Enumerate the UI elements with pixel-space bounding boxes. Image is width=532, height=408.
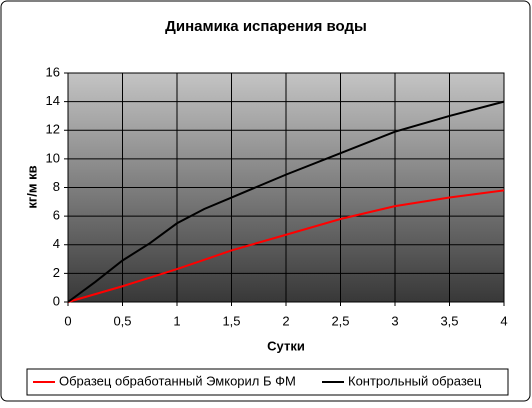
legend-label: Контрольный образец	[348, 373, 482, 388]
legend	[26, 368, 509, 396]
x-tick-label: 3	[391, 313, 398, 328]
y-tick-label: 0	[53, 293, 60, 308]
y-tick-label: 14	[46, 93, 60, 108]
y-tick-label: 10	[46, 150, 60, 165]
y-tick-label: 16	[46, 64, 60, 79]
y-tick-label: 2	[53, 265, 60, 280]
x-axis-label: Сутки	[267, 338, 305, 353]
chart-title: Динамика испарения воды	[165, 18, 367, 35]
x-tick-label: 0	[64, 313, 71, 328]
legend-label: Образец обработанный Эмкорил Б ФМ	[59, 373, 296, 388]
x-tick-label: 3,5	[440, 313, 458, 328]
x-tick-label: 2,5	[331, 313, 349, 328]
x-tick-label: 2	[282, 313, 289, 328]
y-tick-label: 8	[53, 179, 60, 194]
series-line	[67, 189, 505, 303]
series-line	[67, 100, 505, 303]
y-tick-label: 12	[46, 122, 60, 137]
y-axis-label: кг/м кв	[24, 165, 39, 208]
x-tick-label: 4	[500, 313, 507, 328]
plot-frame	[67, 72, 505, 303]
y-tick-label: 4	[53, 236, 60, 251]
x-tick-label: 1	[173, 313, 180, 328]
x-tick-label: 0,5	[113, 313, 131, 328]
x-tick-label: 1,5	[222, 313, 240, 328]
y-tick-label: 6	[53, 208, 60, 223]
